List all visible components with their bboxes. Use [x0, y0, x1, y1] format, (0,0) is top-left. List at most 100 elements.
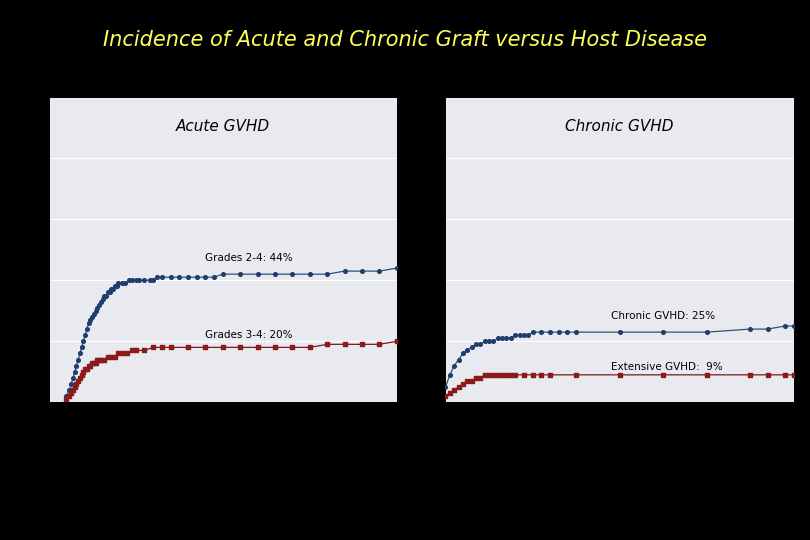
Text: A: A: [53, 428, 64, 445]
Point: [657, 370, 670, 379]
Point: [761, 325, 774, 333]
Point: [72, 355, 85, 364]
Point: [356, 267, 369, 275]
Point: [65, 380, 78, 388]
Point: [103, 288, 116, 297]
Point: [744, 325, 757, 333]
Point: [251, 343, 264, 352]
Point: [147, 343, 160, 352]
X-axis label: Days from transplant: Days from transplant: [164, 424, 282, 434]
Point: [518, 331, 531, 340]
Point: [443, 389, 456, 397]
Point: [268, 343, 281, 352]
Text: Acute GVHD: Acute GVHD: [176, 119, 270, 133]
Point: [63, 386, 76, 394]
Point: [443, 370, 456, 379]
Point: [569, 370, 582, 379]
Point: [91, 303, 104, 312]
Point: [373, 340, 386, 349]
Point: [496, 370, 509, 379]
Point: [68, 367, 81, 376]
Point: [526, 370, 539, 379]
Point: [164, 273, 177, 281]
Point: [150, 273, 163, 281]
Point: [112, 349, 125, 358]
Point: [156, 273, 168, 281]
Point: [500, 370, 513, 379]
Point: [233, 343, 246, 352]
Point: [129, 276, 143, 285]
Point: [787, 370, 800, 379]
Point: [491, 370, 504, 379]
Point: [104, 352, 117, 361]
Point: [109, 352, 122, 361]
Point: [321, 270, 334, 279]
Point: [94, 298, 107, 306]
Point: [94, 355, 107, 364]
Point: [181, 343, 194, 352]
Point: [569, 328, 582, 336]
Point: [216, 270, 229, 279]
Point: [92, 300, 105, 309]
Point: [216, 343, 229, 352]
Point: [133, 276, 146, 285]
Point: [138, 276, 151, 285]
Point: [509, 331, 522, 340]
Point: [60, 395, 73, 403]
Text: B: B: [450, 428, 461, 445]
Point: [470, 374, 483, 382]
Point: [483, 337, 496, 346]
Point: [70, 380, 83, 388]
Point: [156, 343, 168, 352]
Point: [60, 392, 73, 401]
Point: [452, 355, 465, 364]
Point: [101, 288, 114, 297]
Point: [138, 346, 151, 355]
Point: [448, 361, 461, 370]
Point: [126, 276, 139, 285]
Point: [164, 343, 177, 352]
Point: [478, 370, 491, 379]
Point: [181, 273, 194, 281]
Point: [82, 361, 95, 370]
Point: [115, 349, 128, 358]
Point: [452, 383, 465, 391]
Point: [126, 346, 139, 355]
Point: [544, 370, 556, 379]
Point: [303, 270, 316, 279]
Point: [98, 355, 111, 364]
Point: [104, 285, 117, 294]
Point: [74, 374, 87, 382]
Point: [101, 352, 114, 361]
Point: [79, 364, 92, 373]
Point: [657, 328, 670, 336]
Point: [87, 359, 100, 367]
Point: [74, 349, 87, 358]
Point: [465, 343, 478, 352]
Text: Grades 2-4: 44%: Grades 2-4: 44%: [205, 253, 293, 264]
Point: [461, 376, 474, 385]
Point: [100, 291, 113, 300]
Point: [119, 279, 132, 288]
Point: [535, 328, 548, 336]
Point: [92, 355, 105, 364]
Point: [474, 340, 487, 349]
Point: [286, 343, 299, 352]
Point: [63, 392, 76, 401]
Point: [84, 315, 97, 324]
Point: [87, 309, 100, 318]
Point: [80, 325, 93, 333]
Point: [68, 383, 81, 391]
Point: [439, 383, 452, 391]
Point: [744, 370, 757, 379]
Point: [613, 328, 626, 336]
Point: [198, 343, 211, 352]
Point: [70, 361, 83, 370]
Point: [700, 370, 713, 379]
Point: [65, 389, 78, 397]
Text: Chronic GVHD: 25%: Chronic GVHD: 25%: [611, 312, 715, 321]
Point: [465, 376, 478, 385]
Point: [207, 273, 220, 281]
Point: [491, 334, 504, 342]
Point: [82, 319, 95, 327]
